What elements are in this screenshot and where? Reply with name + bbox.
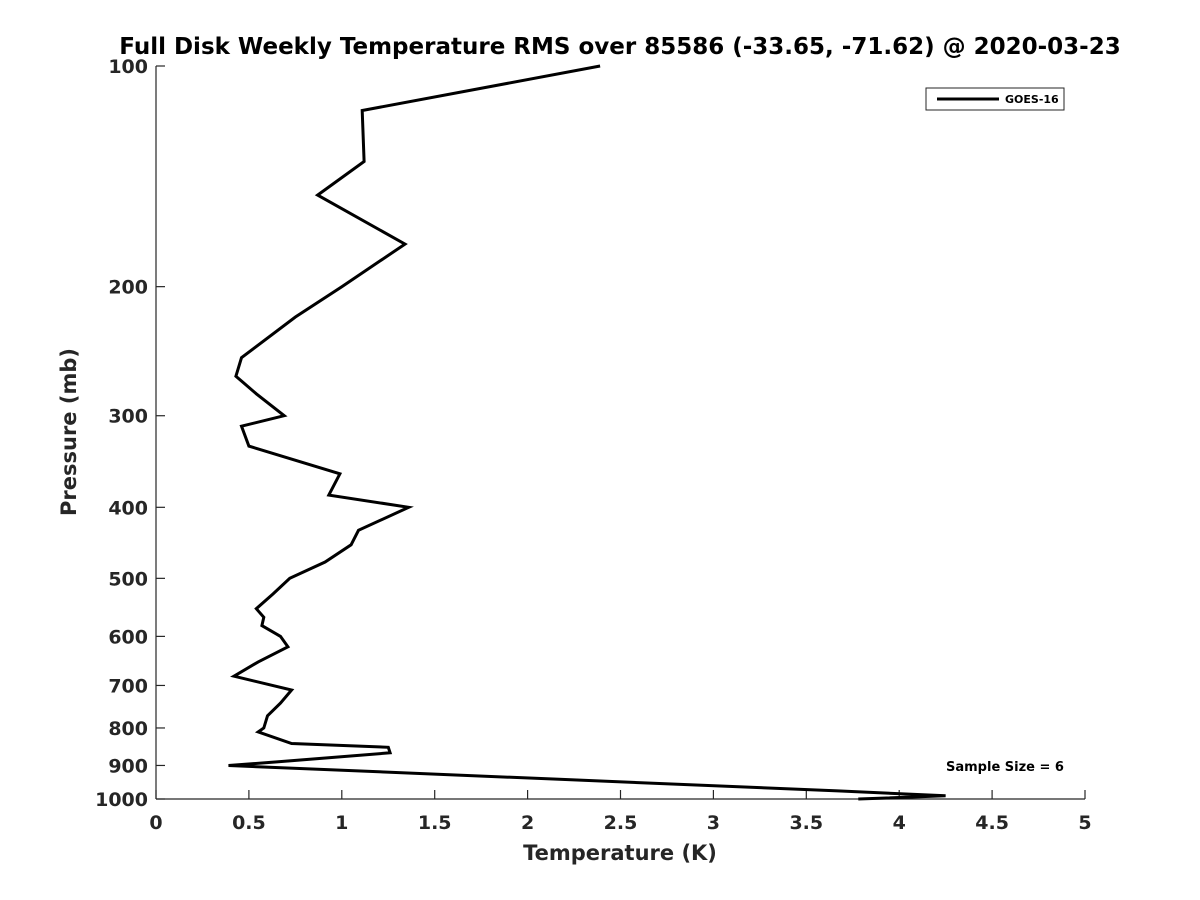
x-tick-label: 0.5 [232, 812, 266, 834]
axes [155, 66, 1085, 800]
x-tick-label: 1 [335, 812, 348, 834]
x-tick-label: 0 [149, 812, 162, 834]
sample-size-annotation: Sample Size = 6 [946, 760, 1064, 775]
x-tick-label: 2 [521, 812, 534, 834]
x-tick-label: 4 [893, 812, 906, 834]
x-axis-label: Temperature (K) [523, 841, 717, 865]
y-tick-label: 900 [108, 755, 148, 777]
y-axis-ticks: 100 200 300 400 500 600 700 800 900 1000 [95, 56, 165, 811]
legend-entry-goes-16: GOES-16 [1005, 93, 1059, 106]
y-tick-label: 1000 [95, 789, 148, 811]
legend: GOES-16 [925, 87, 1065, 111]
x-tick-label: 4.5 [975, 812, 1009, 834]
y-tick-label: 300 [108, 406, 148, 428]
y-tick-label: 500 [108, 568, 148, 590]
y-tick-label: 700 [108, 675, 148, 697]
y-tick-label: 600 [108, 626, 148, 648]
y-tick-label: 800 [108, 718, 148, 740]
series-layer [228, 64, 946, 801]
x-axis-ticks: 0 0.5 1 1.5 2 2.5 3 3.5 4 4.5 5 [149, 790, 1092, 834]
x-tick-label: 3 [707, 812, 720, 834]
series-line-goes-16 [228, 64, 946, 801]
x-tick-label: 5 [1078, 812, 1091, 834]
x-tick-label: 2.5 [604, 812, 638, 834]
y-axis-label: Pressure (mb) [57, 348, 81, 516]
x-tick-label: 1.5 [418, 812, 452, 834]
y-tick-label: 200 [108, 277, 148, 299]
chart-title: Full Disk Weekly Temperature RMS over 85… [119, 34, 1121, 60]
y-tick-label: 100 [108, 56, 148, 78]
x-tick-label: 3.5 [789, 812, 823, 834]
y-tick-label: 400 [108, 497, 148, 519]
